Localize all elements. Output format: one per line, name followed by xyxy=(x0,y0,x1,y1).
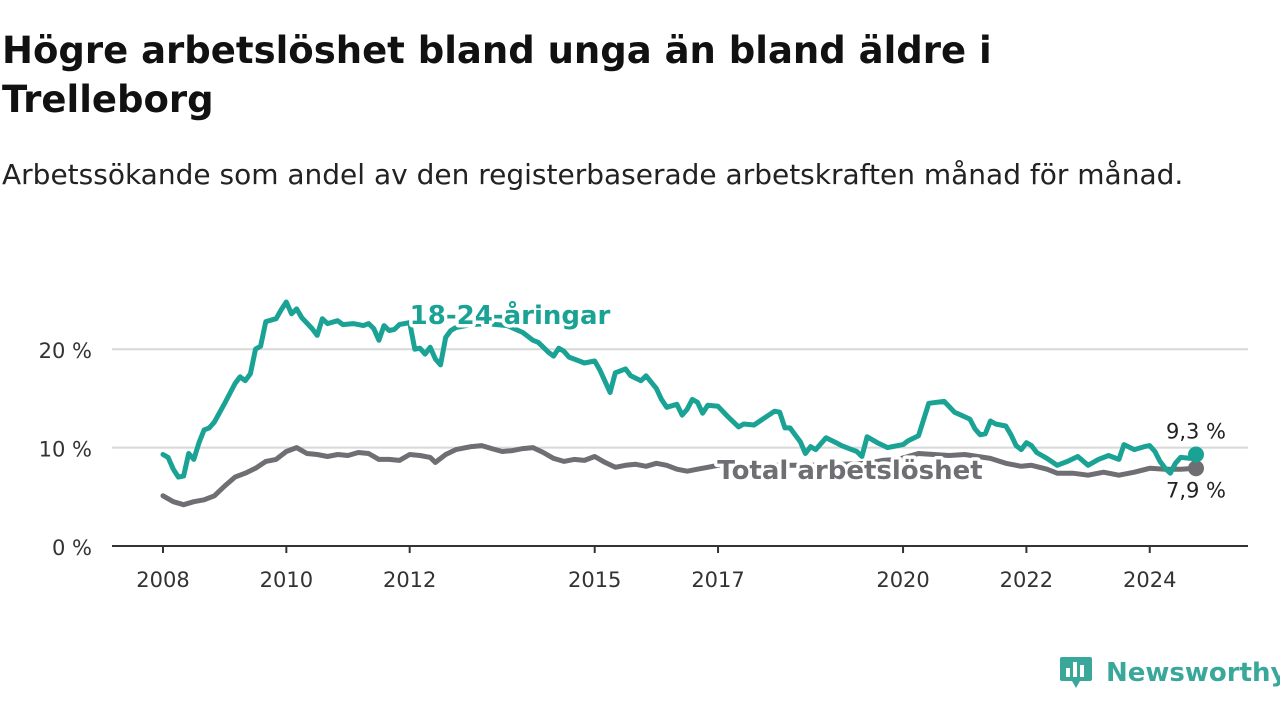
series-line xyxy=(160,443,1199,508)
chart-title: Högre arbetslöshet bland unga än bland ä… xyxy=(2,29,992,121)
y-tick-label: 0 % xyxy=(52,536,92,560)
series-labels: 18-24-åringar 9,3 % Total arbetslöshet 7,9 … xyxy=(406,296,1228,505)
series-end-marker xyxy=(1188,460,1204,477)
x-tick-label: 2015 xyxy=(568,568,621,592)
x-tick-label: 2022 xyxy=(1000,568,1053,592)
x-tick-label: 2020 xyxy=(876,568,929,592)
x-tick-label: 2012 xyxy=(383,568,436,592)
y-tick-label: 10 % xyxy=(39,438,92,462)
y-tick-label: 20 % xyxy=(39,339,92,363)
brand-logo: Newsworthy xyxy=(1058,652,1280,694)
gridlines xyxy=(112,348,1248,449)
x-tick-label: 2017 xyxy=(691,568,744,592)
chart-subtitle: Arbetssökande som andel av den registerb… xyxy=(2,158,1184,191)
newsworthy-logo-icon xyxy=(1060,657,1092,688)
x-axis-ticks: 2008 2010 2012 2015 2017 2020 2022 2024 xyxy=(136,546,1176,592)
x-tick-label: 2008 xyxy=(136,568,189,592)
series-end-marker xyxy=(1188,446,1204,463)
series-name-label: Total arbetslöshet xyxy=(717,456,982,486)
series-name-label: 18-24-åringar xyxy=(410,299,611,331)
x-tick-label: 2024 xyxy=(1123,568,1176,592)
y-axis-ticks: 0 % 10 % 20 % xyxy=(39,339,92,560)
series-line xyxy=(160,299,1199,480)
series-end-value-label: 9,3 % xyxy=(1166,419,1226,443)
brand-name: Newsworthy xyxy=(1106,658,1280,688)
x-tick-label: 2010 xyxy=(260,568,313,592)
series-lines xyxy=(160,299,1204,508)
series-end-value-label: 7,9 % xyxy=(1166,478,1226,502)
